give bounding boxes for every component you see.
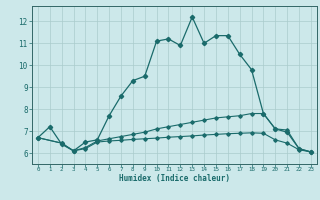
X-axis label: Humidex (Indice chaleur): Humidex (Indice chaleur)	[119, 174, 230, 183]
